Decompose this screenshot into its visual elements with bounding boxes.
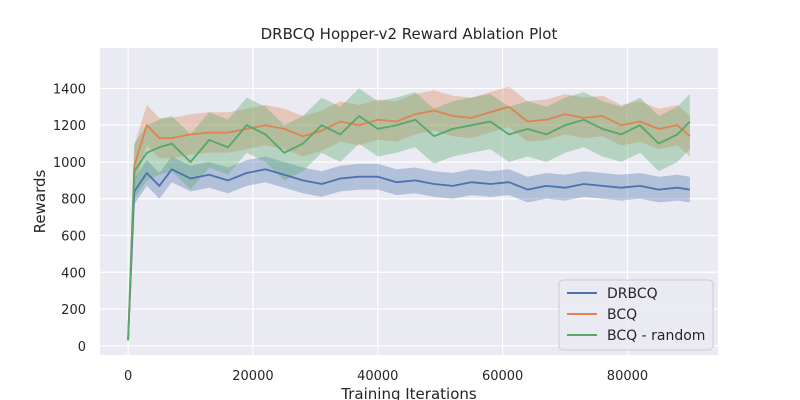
bcq-random-line [127,115,691,341]
series-lines [127,105,691,341]
x-tick-label: 60000 [482,369,523,384]
drbcq-line [127,168,691,341]
tick-labels: 0 20000 40000 60000 80000 0 200 400 600 800 1000 12… [53,82,648,384]
y-tick-label: 800 [61,193,86,208]
chart-title: DRBCQ Hopper-v2 Reward Ablation Plot [261,25,558,43]
y-tick-label: 400 [61,266,86,281]
y-tick-label: 600 [61,230,86,245]
y-axis-label: Rewards [31,169,49,233]
bcq-line [127,105,691,341]
y-tick-label: 1000 [53,156,86,171]
legend: DRBCQ BCQ BCQ - random [558,279,714,351]
legend-label-drbcq: DRBCQ [607,286,658,302]
x-tick-label: 40000 [357,369,398,384]
x-tick-label: 0 [124,369,132,384]
y-tick-label: 200 [61,303,86,318]
x-axis-label: Training Iterations [340,385,477,400]
x-tick-label: 80000 [607,369,648,384]
legend-box [558,279,714,351]
legend-label-bcq: BCQ [607,307,637,323]
y-tick-label: 0 [78,340,86,355]
legend-label-bcq-random: BCQ - random [607,328,705,344]
y-tick-label: 1200 [53,119,86,134]
x-tick-label: 20000 [232,369,273,384]
bcq-confidence-band [128,86,690,341]
bcq-random-confidence-band [128,88,690,341]
y-tick-label: 1400 [53,82,86,97]
